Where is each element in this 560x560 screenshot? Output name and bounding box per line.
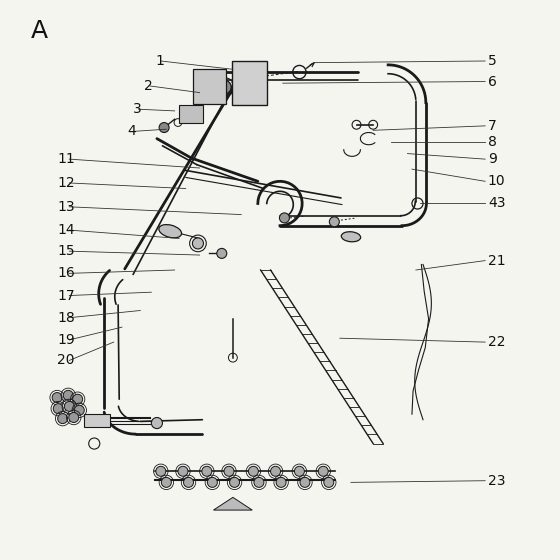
Circle shape bbox=[69, 413, 79, 422]
Text: 18: 18 bbox=[57, 311, 75, 325]
Circle shape bbox=[270, 466, 281, 476]
Text: 8: 8 bbox=[488, 136, 497, 150]
Text: 4: 4 bbox=[128, 124, 136, 138]
Circle shape bbox=[324, 477, 334, 487]
Text: 43: 43 bbox=[488, 197, 506, 211]
FancyBboxPatch shape bbox=[179, 105, 203, 123]
Circle shape bbox=[318, 466, 328, 476]
Circle shape bbox=[161, 477, 171, 487]
Text: 9: 9 bbox=[488, 152, 497, 166]
Circle shape bbox=[73, 394, 83, 404]
Circle shape bbox=[159, 123, 169, 133]
FancyBboxPatch shape bbox=[85, 414, 110, 427]
Circle shape bbox=[193, 238, 203, 249]
Circle shape bbox=[254, 477, 264, 487]
Circle shape bbox=[202, 466, 212, 476]
Text: 2: 2 bbox=[144, 79, 153, 93]
Text: 11: 11 bbox=[57, 152, 75, 166]
Ellipse shape bbox=[341, 232, 361, 242]
Circle shape bbox=[156, 466, 166, 476]
FancyBboxPatch shape bbox=[193, 69, 226, 104]
Circle shape bbox=[218, 81, 231, 94]
Circle shape bbox=[64, 402, 74, 412]
Text: 22: 22 bbox=[488, 335, 506, 349]
Text: 20: 20 bbox=[57, 353, 74, 367]
FancyBboxPatch shape bbox=[232, 61, 267, 105]
Text: 17: 17 bbox=[57, 288, 74, 302]
Circle shape bbox=[184, 477, 194, 487]
Circle shape bbox=[151, 418, 162, 428]
Text: 13: 13 bbox=[57, 200, 74, 214]
Text: 12: 12 bbox=[57, 176, 74, 190]
Text: 3: 3 bbox=[133, 102, 142, 116]
Circle shape bbox=[224, 466, 234, 476]
Circle shape bbox=[53, 404, 63, 414]
Text: A: A bbox=[30, 20, 48, 44]
Circle shape bbox=[217, 249, 227, 258]
Circle shape bbox=[300, 477, 310, 487]
Circle shape bbox=[74, 405, 85, 416]
Text: 21: 21 bbox=[488, 254, 506, 268]
Circle shape bbox=[276, 477, 286, 487]
Circle shape bbox=[279, 213, 290, 223]
Text: 10: 10 bbox=[488, 174, 506, 188]
Circle shape bbox=[58, 414, 68, 423]
Circle shape bbox=[52, 393, 62, 403]
Circle shape bbox=[329, 217, 339, 227]
Text: 16: 16 bbox=[57, 267, 75, 281]
Text: 23: 23 bbox=[488, 474, 506, 488]
Circle shape bbox=[207, 477, 217, 487]
Circle shape bbox=[230, 477, 240, 487]
Circle shape bbox=[295, 466, 305, 476]
Text: 1: 1 bbox=[155, 54, 164, 68]
Text: 15: 15 bbox=[57, 244, 74, 258]
Text: 6: 6 bbox=[488, 74, 497, 88]
Polygon shape bbox=[213, 497, 252, 510]
Circle shape bbox=[249, 466, 258, 476]
Text: 19: 19 bbox=[57, 333, 75, 347]
Text: 5: 5 bbox=[488, 54, 497, 68]
Text: 7: 7 bbox=[488, 119, 497, 133]
Text: 14: 14 bbox=[57, 223, 74, 237]
Ellipse shape bbox=[159, 225, 181, 238]
Circle shape bbox=[178, 466, 188, 476]
Circle shape bbox=[63, 390, 73, 400]
